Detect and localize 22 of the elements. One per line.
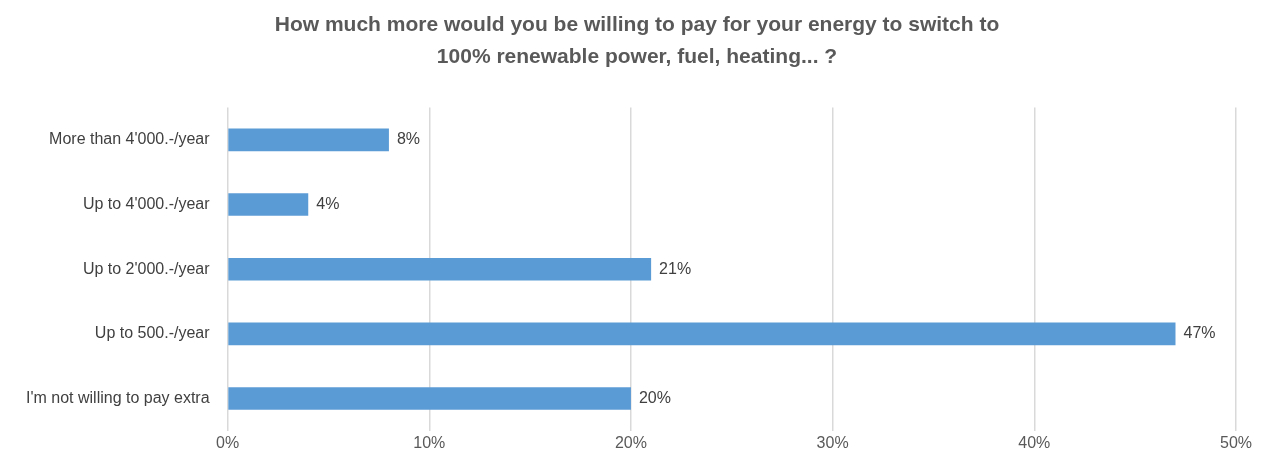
y-tick-label: I'm not willing to pay extra — [26, 388, 210, 406]
x-tick-label: 20% — [614, 433, 647, 451]
data-label: 47% — [1183, 324, 1216, 342]
data-label: 8% — [396, 130, 421, 148]
bar — [228, 387, 631, 410]
bar — [228, 128, 389, 152]
y-tick-label: Up to 2'000.-/year — [82, 259, 211, 277]
y-tick-label: Up to 4'000.-/year — [82, 194, 211, 212]
data-label: 4% — [316, 194, 340, 212]
x-tick-label: 40% — [1018, 433, 1051, 451]
x-tick-label: 50% — [1219, 433, 1253, 451]
bar — [228, 322, 1176, 346]
data-label: 21% — [659, 259, 692, 277]
data-label: 20% — [638, 388, 671, 406]
chart-title: How much more would you be willing to pay for your energy to switch to 100% renewable power, fuel, heating... ? — [273, 11, 1001, 69]
x-tick-label: 10% — [413, 433, 446, 451]
y-tick-label: Up to 500.-/year — [94, 324, 211, 342]
bar — [228, 193, 309, 216]
y-tick-label: More than 4'000.-/year — [49, 130, 211, 148]
x-tick-label: 30% — [816, 433, 849, 451]
x-tick-label: 0% — [216, 433, 240, 451]
bar — [228, 257, 652, 281]
